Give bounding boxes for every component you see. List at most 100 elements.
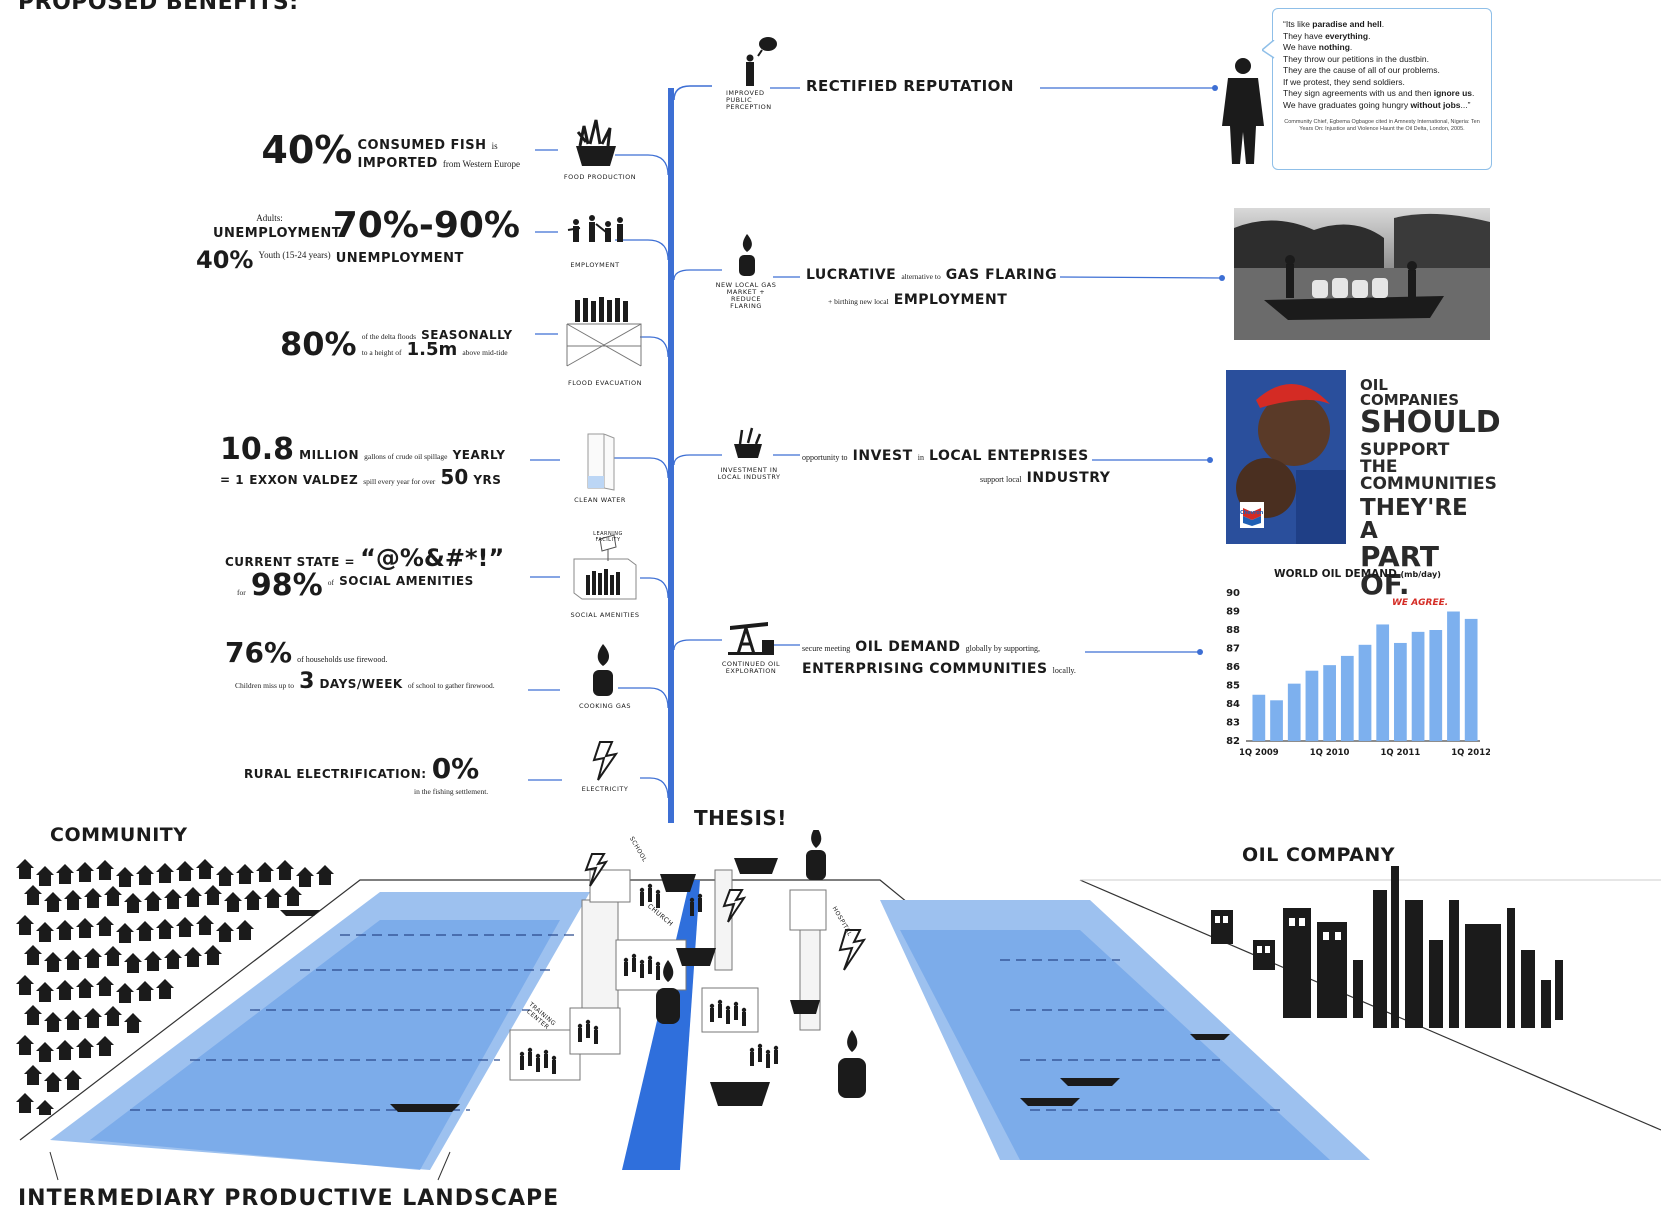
stat-firewood-days: 3 — [299, 669, 315, 694]
speaking-person-icon — [746, 37, 777, 86]
stat-flood-percent: 80% — [280, 325, 357, 363]
oil-refinery-silhouette — [1211, 866, 1563, 1028]
lightning-bolt-icon — [592, 741, 619, 781]
chart-bar — [1394, 642, 1407, 741]
stat-employment-adult-percent: 70%-90% — [332, 205, 520, 246]
chart-bar — [1287, 683, 1301, 741]
chart-bar — [1270, 700, 1283, 741]
stat-employment-label2: UNEMPLOYMENT — [335, 251, 464, 266]
house-icon — [56, 980, 74, 1000]
stat-employment-youth-percent: 40% — [196, 246, 254, 274]
house-icon — [216, 922, 234, 942]
house-icon — [36, 1100, 54, 1115]
house-icon — [124, 1013, 142, 1033]
house-icon — [44, 1012, 62, 1032]
house-icon — [24, 945, 42, 965]
label-oil-company: OIL COMPANY — [1242, 844, 1395, 866]
canoe-gas-photo — [1234, 208, 1490, 340]
poster-photo — [1226, 370, 1346, 544]
person-body — [594, 1030, 598, 1044]
person-head — [639, 887, 645, 893]
person-head — [733, 1001, 739, 1007]
stat-firewood: 76% of households use firewood. Children… — [225, 639, 525, 697]
benefit-gas-flaring-small1: alternative to — [901, 272, 941, 281]
stat-flood-height: 1.5m — [406, 339, 458, 360]
person-body — [710, 1008, 714, 1022]
flood-evacuation-icon — [566, 297, 642, 367]
person-head — [773, 1045, 779, 1051]
person-head — [655, 889, 661, 895]
cooking-gas-cylinder-icon — [593, 644, 613, 696]
quote-line: They are the cause of all of our problem… — [1283, 65, 1440, 75]
house-icon — [56, 864, 74, 884]
person-body — [734, 1006, 738, 1020]
house-icon — [44, 892, 62, 912]
house-icon — [16, 859, 34, 879]
benefit-gas-flaring-small2: + birthing new local — [828, 297, 889, 306]
benefit-gas-flaring-label1: LUCRATIVE — [806, 267, 897, 283]
benefit-reputation: RECTIFIED REPUTATION — [806, 77, 1014, 95]
house-icon — [36, 922, 54, 942]
icon-caption-amenities: SOCIAL AMENITIES — [570, 611, 640, 619]
house-icon — [56, 1040, 74, 1060]
chart-bar — [1376, 624, 1390, 741]
icon-caption-gas-market: NEW LOCAL GAS MARKET + REDUCE FLARING — [715, 281, 777, 310]
benefit-oil-demand-small3: locally. — [1052, 666, 1076, 675]
thesis-spine — [668, 88, 674, 823]
community-houses — [16, 859, 334, 1115]
house-icon — [24, 885, 42, 905]
stat-firewood-percent: 76% — [225, 636, 293, 669]
community-chief-figure — [1222, 58, 1264, 164]
stat-flood-small2: to a height of — [361, 348, 402, 357]
house-icon — [64, 890, 82, 910]
quote-pointer — [1262, 40, 1275, 59]
house-icon — [164, 949, 182, 969]
person-head — [577, 1023, 583, 1029]
chart-title-unit: (mb/day) — [1400, 570, 1441, 579]
page-title: PROPOSED BENEFITS: — [18, 0, 299, 15]
stat-employment-adults: Adults: — [256, 213, 283, 223]
quote-line: They have everything. — [1283, 30, 1371, 41]
person-body — [552, 1060, 556, 1074]
benefit-gas-flaring-label3: EMPLOYMENT — [893, 292, 1008, 308]
person-body — [624, 962, 628, 976]
landscape-leader-lines — [49, 1151, 451, 1181]
stat-fish-small1: is — [491, 141, 498, 151]
person-body — [750, 1052, 754, 1066]
stat-water-label3: EXXON VALDEZ — [249, 473, 359, 487]
house-icon — [276, 860, 294, 880]
y-tick-label: 83 — [1226, 718, 1240, 729]
workers-icon — [567, 215, 623, 242]
benefit-invest: opportunity to INVEST in LOCAL ENTEPRISE… — [802, 445, 1110, 489]
person-body — [766, 1054, 770, 1068]
person-head — [543, 1049, 549, 1055]
house-icon — [16, 915, 34, 935]
x-tick-label: 1Q 2009 — [1239, 748, 1279, 758]
person-head — [725, 1005, 731, 1011]
stat-firewood-small3: of school to gather firewood. — [407, 681, 495, 690]
house-icon — [96, 1036, 114, 1056]
benefit-invest-small2: in — [917, 453, 924, 462]
house-icon — [316, 865, 334, 885]
house-icon — [116, 923, 134, 943]
gas-flame-cylinder-icon — [739, 234, 755, 276]
person-head — [697, 893, 703, 899]
benefit-invest-small3: support local — [980, 475, 1022, 484]
x-tick-label: 1Q 2012 — [1451, 748, 1490, 758]
person-head — [647, 883, 653, 889]
house-icon — [136, 865, 154, 885]
person-head — [623, 957, 629, 963]
person-head — [689, 897, 695, 903]
stat-water-label2: YEARLY — [452, 448, 506, 462]
person-body — [640, 892, 644, 906]
person-head — [757, 1043, 763, 1049]
chart-title-text: WORLD OIL DEMAND — [1274, 568, 1397, 580]
oil-pump-icon — [728, 622, 774, 655]
chart-bar — [1411, 631, 1425, 741]
y-tick-label: 84 — [1226, 699, 1240, 710]
person-body — [632, 958, 636, 972]
icon-caption-reputation: IMPROVED PUBLIC PERCEPTION — [726, 89, 772, 111]
person-body — [586, 1024, 590, 1038]
house-icon — [24, 1005, 42, 1025]
